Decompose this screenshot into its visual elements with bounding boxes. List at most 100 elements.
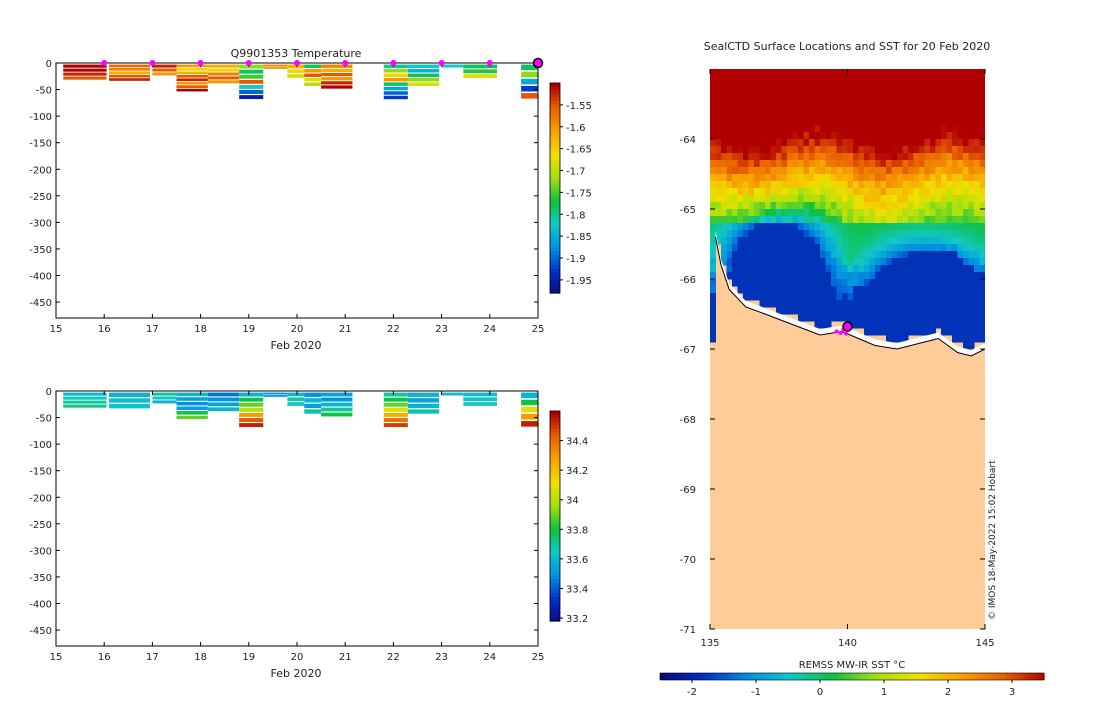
sst-cell (803, 160, 810, 168)
profile-cell (304, 82, 322, 86)
sst-cell (792, 174, 799, 182)
colorbar-step (550, 589, 560, 594)
colorbar-tick-label: -1.65 (566, 145, 592, 156)
sst-cell (979, 335, 985, 343)
sst-cell (880, 104, 887, 112)
sst-cell (875, 181, 881, 189)
colorbar-tick-label: -1.7 (566, 167, 586, 178)
sst-cell (792, 167, 799, 175)
colorbar-step (550, 481, 560, 486)
sst-cell (726, 97, 733, 105)
profile-cell (152, 400, 177, 404)
sst-cell (963, 188, 969, 196)
sst-cell (858, 230, 865, 238)
sst-colorbar-step (861, 673, 867, 680)
colorbar-step (550, 488, 560, 493)
sst-cell (908, 111, 914, 119)
sst-cell (842, 118, 848, 126)
sst-field (710, 69, 985, 629)
sst-cell (864, 202, 870, 210)
sst-colorbar-step (952, 673, 959, 680)
sst-cell (968, 153, 975, 161)
current-location-marker (842, 321, 853, 332)
sst-cell (781, 300, 788, 308)
sst-cell (743, 202, 749, 210)
sst-cell (792, 181, 799, 189)
sst-cell (842, 293, 848, 301)
sst-cell (919, 104, 925, 112)
sst-cell (968, 251, 975, 259)
sst-cell (732, 104, 738, 112)
sst-cell (754, 286, 760, 294)
y-tick-label: -100 (29, 112, 52, 123)
sst-cell (748, 237, 755, 245)
sst-cell (963, 279, 969, 287)
sst-cell (924, 265, 931, 273)
profile-cell (207, 72, 240, 76)
sst-cell (869, 314, 876, 322)
colorbar-step (550, 177, 560, 182)
sst-cell (836, 293, 843, 301)
sst-cell (957, 335, 964, 343)
sst-cell (726, 104, 733, 112)
profile-cell (321, 397, 353, 402)
sst-cell (886, 279, 892, 287)
sst-cell (798, 181, 804, 189)
sst-cell (891, 181, 898, 189)
sst-cell (803, 314, 810, 322)
sst-cell (974, 230, 980, 238)
sst-cell (820, 118, 826, 126)
sst-cell (875, 300, 881, 308)
sst-cell (820, 314, 826, 322)
sst-cell (864, 188, 870, 196)
sst-cell (858, 279, 865, 287)
sst-cell (825, 307, 832, 315)
sst-cell (847, 314, 854, 322)
sst-cell (891, 139, 898, 147)
sst-cell (732, 258, 738, 266)
sst-cell (754, 195, 760, 203)
sst-cell (908, 125, 914, 133)
sst-cell (869, 111, 876, 119)
sst-cell (935, 125, 942, 133)
profile-cell (176, 415, 208, 420)
sst-cell (946, 216, 953, 224)
sst-cell (935, 223, 942, 231)
sst-cell (726, 153, 733, 161)
sst-cell (781, 90, 788, 98)
sst-cell (968, 209, 975, 217)
sst-cell (710, 230, 716, 238)
sst-cell (935, 83, 942, 91)
sst-cell (754, 90, 760, 98)
sst-cell (787, 188, 793, 196)
profile-cell (383, 82, 408, 86)
sst-cell (792, 237, 799, 245)
sst-cell (968, 90, 975, 98)
sst-cell (891, 335, 898, 343)
sst-cell (864, 321, 870, 329)
sst-cell (858, 146, 865, 154)
sst-cell (726, 139, 733, 147)
sst-cell (831, 230, 837, 238)
sst-cell (858, 90, 865, 98)
sst-cell (946, 76, 953, 84)
sst-cell (809, 258, 815, 266)
sst-colorbar-step (852, 673, 858, 680)
sst-cell (743, 251, 749, 259)
sst-cell (913, 195, 920, 203)
sst-cell (787, 167, 793, 175)
sst-cell (974, 209, 980, 217)
sst-cell (946, 223, 953, 231)
sst-cell (748, 111, 755, 119)
sst-cell (869, 69, 876, 77)
temperature-panel: Q9901353 Temperature 15 16 17 18 19 20 21 22 23 2… (29, 47, 592, 352)
profile-cell (152, 392, 177, 396)
sst-cell (968, 300, 975, 308)
sst-cell (963, 160, 969, 168)
sst-cell (974, 258, 980, 266)
sst-cell (935, 258, 942, 266)
sst-cell (825, 244, 832, 252)
colorbar-step (550, 477, 560, 482)
sst-cell (781, 279, 788, 287)
sst-cell (820, 90, 826, 98)
